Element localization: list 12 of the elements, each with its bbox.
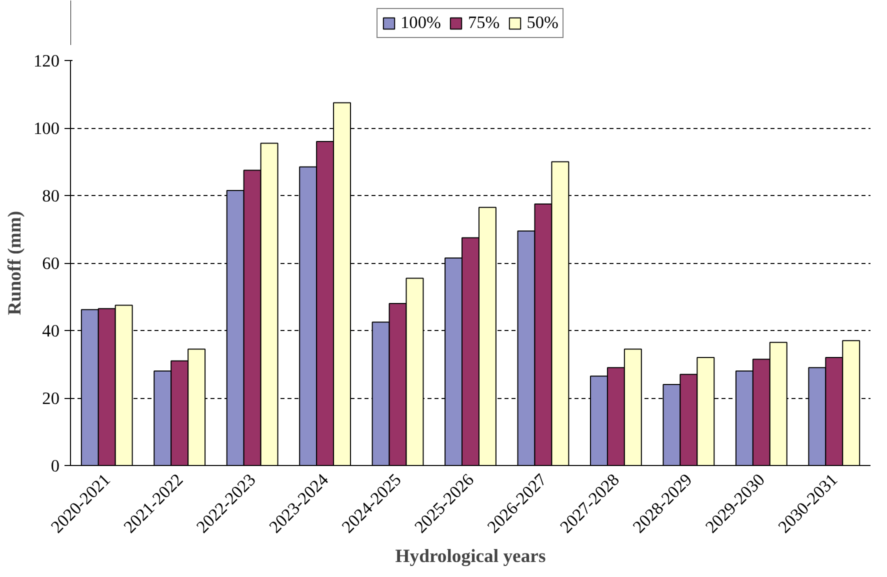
y-axis-title: Runoff (mm) (4, 210, 26, 316)
y-tick-label: 0 (50, 456, 60, 476)
x-axis-title: Hydrological years (395, 546, 546, 568)
legend-label: 50% (526, 12, 558, 32)
legend-label: 100% (400, 12, 441, 32)
y-tick-label: 80 (42, 186, 60, 206)
legend-label: 75% (468, 12, 500, 32)
y-tick-label: 120 (34, 52, 60, 70)
y-tick-label: 100 (34, 119, 60, 138)
y-tick-label: 20 (42, 389, 60, 408)
y-tick-label: 40 (42, 322, 60, 340)
y-tick-label: 60 (42, 254, 60, 273)
